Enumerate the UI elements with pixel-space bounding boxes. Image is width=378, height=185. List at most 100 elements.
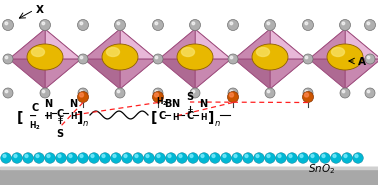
Circle shape xyxy=(124,154,127,157)
Circle shape xyxy=(302,19,313,31)
Circle shape xyxy=(340,88,350,98)
Circle shape xyxy=(153,88,163,98)
Ellipse shape xyxy=(177,44,213,70)
Circle shape xyxy=(305,22,308,25)
Text: $\mathbf{-}$: $\mathbf{-}$ xyxy=(43,110,52,120)
Circle shape xyxy=(267,90,270,93)
Circle shape xyxy=(230,56,233,59)
Text: $\mathbf{H_2}$: $\mathbf{H_2}$ xyxy=(29,119,41,132)
Circle shape xyxy=(302,92,313,102)
Polygon shape xyxy=(159,29,195,59)
Circle shape xyxy=(303,88,313,98)
Text: $\mathbf{N}$: $\mathbf{N}$ xyxy=(44,97,54,109)
Circle shape xyxy=(144,153,154,163)
Circle shape xyxy=(298,153,308,163)
Circle shape xyxy=(254,153,264,163)
Text: $\mathbf{H}$: $\mathbf{H}$ xyxy=(172,110,180,122)
Circle shape xyxy=(364,19,375,31)
Circle shape xyxy=(5,22,8,25)
Circle shape xyxy=(234,154,237,157)
Circle shape xyxy=(67,153,77,163)
Circle shape xyxy=(311,154,314,157)
Circle shape xyxy=(58,154,61,157)
Circle shape xyxy=(117,22,120,25)
Polygon shape xyxy=(234,59,270,89)
Circle shape xyxy=(265,153,275,163)
Polygon shape xyxy=(270,59,306,89)
Circle shape xyxy=(228,19,239,31)
Ellipse shape xyxy=(327,44,363,70)
Ellipse shape xyxy=(252,44,288,70)
Circle shape xyxy=(267,154,270,157)
Circle shape xyxy=(3,54,13,64)
Circle shape xyxy=(228,92,239,102)
Ellipse shape xyxy=(107,48,119,56)
Circle shape xyxy=(168,154,171,157)
Circle shape xyxy=(212,154,215,157)
Circle shape xyxy=(135,154,138,157)
Circle shape xyxy=(155,56,158,59)
Circle shape xyxy=(305,93,308,97)
Circle shape xyxy=(3,88,13,98)
Circle shape xyxy=(365,54,375,64)
Circle shape xyxy=(303,54,313,64)
Circle shape xyxy=(42,22,45,25)
Text: $\mathbf{[}$: $\mathbf{[}$ xyxy=(16,108,24,125)
Circle shape xyxy=(190,88,200,98)
Circle shape xyxy=(3,154,6,157)
Circle shape xyxy=(230,22,233,25)
Circle shape xyxy=(300,154,303,157)
Circle shape xyxy=(245,154,248,157)
Circle shape xyxy=(14,154,17,157)
Circle shape xyxy=(80,154,83,157)
Circle shape xyxy=(77,92,88,102)
Circle shape xyxy=(188,153,198,163)
Circle shape xyxy=(365,88,375,98)
Circle shape xyxy=(36,154,39,157)
Circle shape xyxy=(344,154,347,157)
Circle shape xyxy=(342,90,345,93)
Circle shape xyxy=(153,54,163,64)
Bar xyxy=(0,167,378,185)
Polygon shape xyxy=(234,29,270,59)
Bar xyxy=(0,167,378,169)
Circle shape xyxy=(80,22,83,25)
Circle shape xyxy=(78,54,88,64)
Text: $\mathbf{H}$: $\mathbf{H}$ xyxy=(45,110,53,120)
Circle shape xyxy=(91,154,94,157)
Circle shape xyxy=(155,90,158,93)
Circle shape xyxy=(39,19,51,31)
Circle shape xyxy=(333,154,336,157)
Text: $\mathbf{N}$: $\mathbf{N}$ xyxy=(171,97,181,109)
Circle shape xyxy=(111,153,121,163)
Circle shape xyxy=(157,154,160,157)
Circle shape xyxy=(80,56,83,59)
Text: $\mathbf{N}$: $\mathbf{N}$ xyxy=(69,97,79,109)
Circle shape xyxy=(25,154,28,157)
Circle shape xyxy=(152,92,164,102)
Circle shape xyxy=(177,153,187,163)
Polygon shape xyxy=(9,59,45,89)
Ellipse shape xyxy=(31,48,45,56)
Circle shape xyxy=(190,154,193,157)
Circle shape xyxy=(199,153,209,163)
Text: $\mathbf{-}$: $\mathbf{-}$ xyxy=(28,110,37,120)
Circle shape xyxy=(342,153,352,163)
Ellipse shape xyxy=(102,44,138,70)
Text: $\mathbf{]}$: $\mathbf{]}$ xyxy=(76,108,84,125)
Circle shape xyxy=(223,154,226,157)
Circle shape xyxy=(210,153,220,163)
Circle shape xyxy=(89,153,99,163)
Circle shape xyxy=(12,153,22,163)
Text: $\mathbf{H}$: $\mathbf{H}$ xyxy=(70,110,78,120)
Circle shape xyxy=(100,153,110,163)
Circle shape xyxy=(5,56,8,59)
Circle shape xyxy=(229,93,234,97)
Text: $n$: $n$ xyxy=(82,119,88,127)
Circle shape xyxy=(3,19,14,31)
Circle shape xyxy=(320,153,330,163)
Text: $\mathbf{[}$: $\mathbf{[}$ xyxy=(150,108,158,125)
Circle shape xyxy=(331,153,341,163)
Circle shape xyxy=(230,90,233,93)
Polygon shape xyxy=(120,29,156,59)
